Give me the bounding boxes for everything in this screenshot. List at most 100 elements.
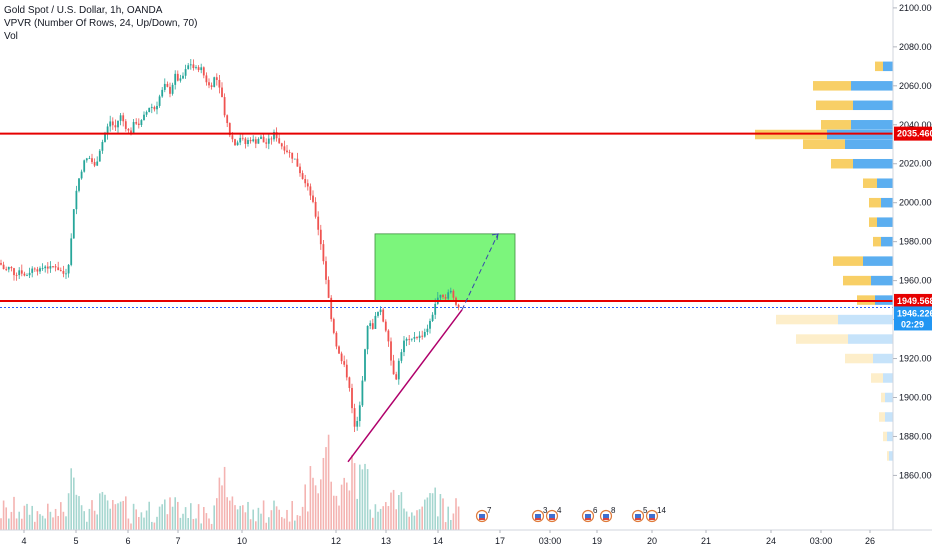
volume-bar — [169, 497, 171, 530]
volume-bar — [457, 506, 460, 530]
volume-bar — [213, 505, 215, 530]
volume-bar — [28, 514, 31, 530]
vpvr-down-bar — [816, 100, 853, 111]
level-price-tag — [894, 126, 932, 141]
volume-bar — [351, 454, 353, 530]
candle-body — [413, 337, 416, 339]
volume-bar — [138, 517, 140, 530]
volume-bar — [392, 489, 395, 530]
legend-volume[interactable]: Vol — [4, 31, 18, 42]
legend-title[interactable]: Gold Spot / U.S. Dollar, 1h, OANDA — [4, 5, 163, 16]
candle-body — [332, 319, 335, 333]
volume-bar — [229, 500, 231, 530]
volume-bar — [34, 521, 36, 530]
volume-bar — [200, 523, 202, 530]
candle-body — [397, 360, 400, 380]
vpvr-up-bar — [871, 275, 893, 286]
candle-body — [239, 137, 242, 143]
volume-bar — [86, 521, 88, 530]
event-markers[interactable]: 7 3 4 6 8 5 14 — [475, 506, 667, 523]
price-tick-label: 1860.000 — [899, 470, 932, 480]
candle-body — [169, 86, 171, 94]
candle-body — [106, 126, 109, 135]
drawings[interactable] — [0, 132, 893, 463]
candle-body — [444, 297, 447, 299]
price-tick-label: 2040.000 — [899, 120, 932, 130]
candle-body — [278, 138, 281, 144]
volume-bar — [114, 504, 117, 530]
candle-body — [62, 270, 65, 274]
volume-bar — [278, 509, 280, 530]
candle-body — [312, 195, 314, 202]
volume-bar — [122, 500, 124, 530]
candle-body — [416, 337, 418, 338]
volume-bar — [83, 511, 85, 530]
candle-body — [67, 264, 70, 274]
candle-body — [345, 364, 348, 378]
vpvr-up-bar — [885, 412, 893, 422]
price-tick-label: 1920.000 — [899, 354, 932, 364]
candle-body — [2, 264, 5, 270]
candle-body — [286, 150, 288, 153]
candle-body — [366, 325, 369, 350]
event-count-label: 4 — [557, 506, 562, 515]
vpvr-up-bar — [883, 61, 893, 72]
volume-bar — [218, 477, 221, 530]
candle-body — [187, 65, 190, 70]
volume-bar — [39, 514, 41, 530]
volume-bar — [270, 510, 273, 530]
flag-stripe — [549, 518, 555, 520]
volume-bar — [109, 508, 111, 530]
volume-bar — [2, 500, 5, 530]
candle-body — [205, 75, 208, 83]
price-tick-label: 1900.000 — [899, 392, 932, 402]
candle-body — [358, 405, 361, 422]
volume-bar — [286, 509, 288, 530]
volume-bar — [330, 481, 332, 530]
volume-bar — [151, 521, 153, 530]
vpvr-up-bar — [887, 431, 893, 442]
volume-bar — [145, 510, 148, 530]
candle-body — [319, 229, 322, 245]
volume-bar — [327, 434, 330, 530]
vpvr-up-bar — [881, 236, 893, 247]
candle-body — [390, 341, 392, 361]
candle-body — [244, 138, 247, 144]
time-axis[interactable]: 4 5 6 7 10 12 13 14 17 03:00 19 20 21 24 03:00 26 — [0, 529, 932, 546]
volume-bar — [369, 509, 371, 530]
candle-body — [140, 120, 143, 125]
projection-box[interactable] — [374, 233, 516, 302]
legend-indicator[interactable]: VPVR (Number Of Rows, 24, Up/Down, 70) — [4, 18, 198, 29]
volume-bar — [299, 515, 301, 530]
candle-body — [249, 140, 252, 142]
volume-bar — [312, 477, 314, 530]
volume-bar — [65, 516, 67, 530]
candle-body — [208, 82, 210, 86]
vpvr-up-bar — [838, 314, 893, 325]
volume-bar — [356, 498, 358, 530]
time-tick-label: 4 — [21, 536, 26, 546]
vpvr-down-bar — [831, 158, 853, 169]
time-tick-label: 20 — [647, 536, 657, 546]
volume-bar — [275, 506, 278, 530]
candle-body — [301, 173, 304, 180]
vpvr-down-bar — [869, 217, 877, 227]
candle-body — [54, 266, 57, 268]
candle-body — [33, 268, 36, 270]
flag-icon — [585, 514, 591, 518]
volume-bar — [226, 497, 228, 530]
event-count-label: 7 — [487, 506, 492, 515]
candle-body — [371, 323, 374, 329]
candle-body — [348, 377, 351, 388]
volume-bar — [294, 520, 296, 530]
volume-bar — [283, 518, 286, 530]
volume-bar — [424, 499, 426, 530]
volume-bar — [411, 512, 413, 530]
candle-body — [124, 121, 127, 129]
volume-bar — [52, 517, 54, 530]
price-tick-label: 2060.000 — [899, 81, 932, 91]
price-axis[interactable]: 2100.000 2080.000 2060.000 2040.000 2020.000… — [892, 0, 932, 530]
volume-bar — [265, 522, 267, 530]
volume-bar — [249, 519, 252, 530]
